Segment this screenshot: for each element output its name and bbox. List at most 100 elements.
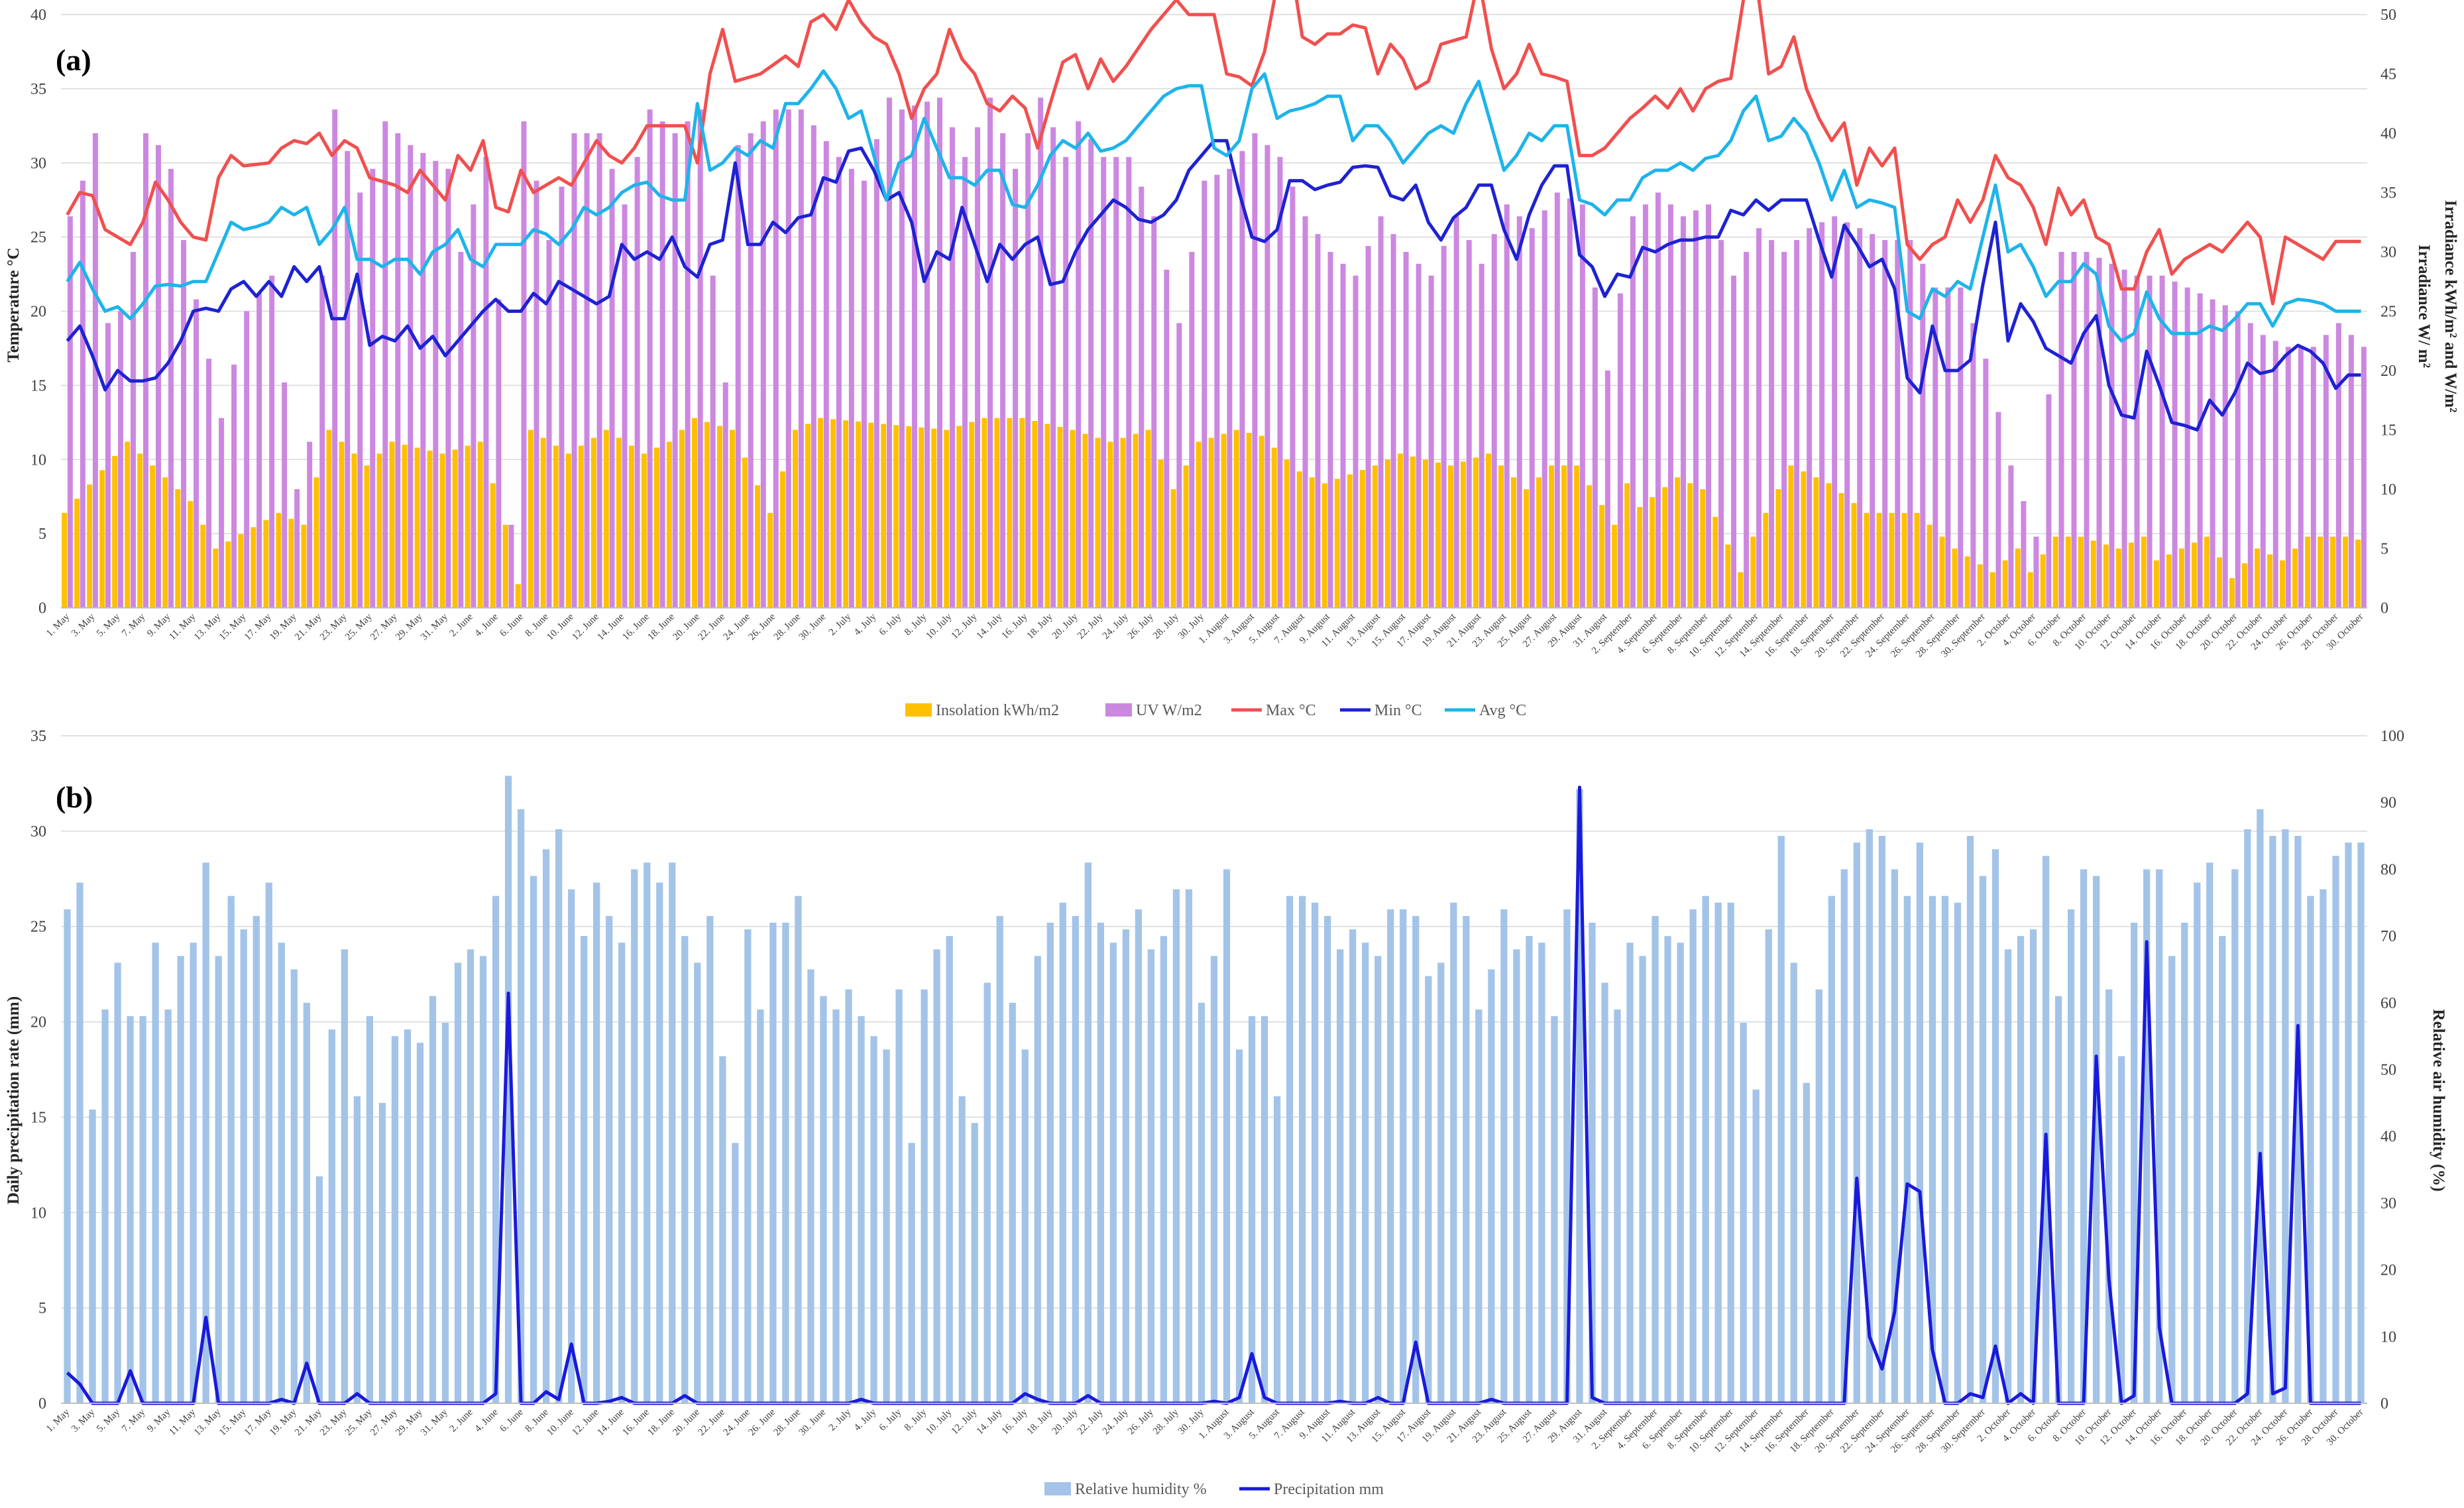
uv-bar [1479,263,1484,608]
panel-b-label: (b) [56,780,93,814]
uv-bar [1252,133,1258,608]
insolation-bar [376,453,382,608]
humidity-bar [1840,869,1848,1403]
humidity-bar [542,849,550,1403]
uv-bar [1819,222,1825,608]
y-tick-label: 15 [30,1109,46,1126]
humidity-bar [1966,836,1974,1403]
uv-bar [370,168,376,608]
insolation-bar [1549,465,1555,608]
uv-bar [1453,216,1459,608]
humidity-bar [2080,869,2088,1403]
legend-min: Min °C [1340,702,1422,719]
insolation-bar [1650,496,1655,608]
insolation-bar [1473,457,1479,608]
insolation-bar [1851,502,1857,608]
humidity-bar [1248,1015,1256,1403]
humidity-bar [378,1102,386,1403]
insolation-bar [87,484,93,608]
legend-avg-label: Avg °C [1479,702,1526,719]
humidity-bar [404,1029,412,1403]
humidity-bar [1803,1082,1810,1403]
y2-tick-label: 0 [2380,600,2388,617]
insolation-bar [856,421,862,608]
uv-bar [659,121,665,609]
humidity-bar [732,1143,739,1403]
uv-bar [1466,240,1472,609]
insolation-bar [2305,536,2311,608]
uv-bar [2348,335,2354,608]
insolation-bar [590,437,596,608]
humidity-bar [870,1036,877,1403]
insolation-bar [1901,512,1907,608]
insolation-bar [881,424,887,608]
insolation-bar [1133,434,1139,608]
insolation-bar [578,445,584,608]
uv-bar [873,139,879,608]
insolation-bar [1284,459,1290,608]
uv-bar [647,109,653,608]
uv-bar [2335,323,2341,608]
humidity-bar [946,936,953,1403]
uv-bar [2272,341,2278,608]
humidity-bar [391,1036,399,1403]
humidity-bar [1298,896,1306,1403]
humidity-bar [1387,909,1394,1403]
uv-bar [445,168,451,608]
insolation-bar [1019,418,1025,608]
legend-insolation-label: Insolation kWh/m2 [936,702,1059,719]
humidity-bar [1878,836,1886,1403]
uv-bar [2109,263,2115,608]
y-tick-label: 0 [38,600,46,617]
humidity-bar [2105,989,2113,1403]
humidity-bar [1059,902,1066,1403]
uv-bar [1327,252,1333,608]
uv-bar [1895,240,1901,609]
humidity-bar [441,1023,449,1403]
humidity-bar [467,949,475,1403]
uv-bar [823,141,829,608]
humidity-bar [908,1143,915,1403]
uv-bar [521,121,527,609]
insolation-bar [150,465,156,608]
insolation-bar [868,422,874,608]
panel-a-y2-axis-title-2: Irradiance kWh/m² and W/m² [2441,200,2459,413]
y2-tick-label: 15 [2380,422,2396,439]
uv-bar [307,441,313,608]
insolation-bar [1574,465,1580,608]
humidity-bar [290,969,298,1403]
humidity-bar [504,776,512,1403]
insolation-bar [1120,437,1126,608]
humidity-bar [1009,1002,1016,1403]
humidity-bar [202,862,209,1403]
humidity-bar [315,1176,323,1403]
humidity-bar [1400,909,1407,1403]
uv-bar [382,121,388,609]
humidity-bar [1324,915,1331,1403]
humidity-bar [1374,956,1382,1403]
humidity-bar [1979,876,1987,1403]
panel-b-bars [64,776,2365,1403]
y2-tick-label: 10 [2380,1328,2396,1346]
uv-bar [924,101,930,608]
humidity-bar [353,1096,361,1403]
humidity-bar [1235,1049,1243,1403]
panel-b-legend: Relative humidity % Precipitation mm [1044,1481,1384,1498]
uv-bar [1529,228,1535,608]
humidity-bar [1652,915,1659,1403]
uv-bar [1920,263,1926,608]
humidity-bar [1210,956,1218,1403]
y-tick-label: 5 [38,1300,46,1317]
insolation-bar [137,453,143,608]
uv-bar [142,133,148,608]
uv-bar [785,109,791,608]
legend-max-label: Max °C [1266,702,1316,719]
insolation-bar [2229,578,2235,608]
humidity-bar [278,943,285,1403]
insolation-bar [1397,453,1403,608]
uv-bar [950,127,956,609]
uv-bar [1050,127,1056,609]
y2-tick-label: 60 [2380,995,2396,1012]
uv-bar [2071,252,2077,608]
uv-bar [1189,252,1195,608]
